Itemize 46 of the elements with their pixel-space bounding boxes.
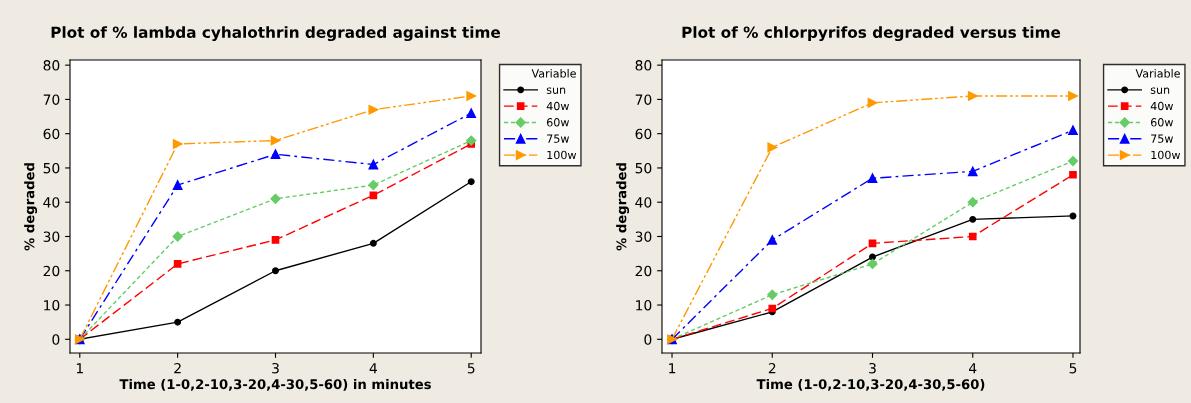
legend-label: 40w [546, 101, 569, 111]
y-tick-label: 60 [43, 128, 60, 140]
y-tick-label: 50 [43, 162, 60, 174]
y-tick-label: 80 [43, 60, 60, 71]
x-axis-title: Time (1-0,2-10,3-20,4-30,5-60) in minutes [119, 378, 431, 391]
y-tick-label: 30 [635, 231, 652, 242]
y-tick-label: 20 [43, 265, 60, 277]
y-axis-title: % degraded [24, 163, 38, 251]
x-tick-label: 1 [76, 363, 83, 374]
x-tick-label: 2 [174, 362, 181, 374]
y-tick-label: 10 [44, 299, 60, 311]
legend-label: 100w [547, 150, 577, 160]
y-tick-label: 80 [635, 60, 652, 71]
y-tick-label: 70 [43, 94, 60, 105]
x-tick-label: 2 [768, 362, 776, 374]
y-tick-label: 40 [43, 197, 60, 208]
y-axis-title: % degraded [616, 163, 630, 251]
legend-label: 40w [1150, 101, 1173, 111]
legend-label: 60w [1151, 118, 1173, 127]
x-axis-title: Time (1-0,2-10,3-20,4-30,5-60) [756, 378, 985, 391]
y-tick-label: 0 [644, 334, 652, 345]
x-tick-label: 4 [369, 363, 377, 374]
x-tick-label: 5 [467, 363, 475, 374]
x-tick-label: 1 [669, 363, 676, 374]
y-tick-label: 30 [43, 231, 60, 242]
y-tick-label: 70 [635, 94, 652, 105]
y-tick-label: 40 [635, 197, 652, 208]
legend-label: 75w [1151, 134, 1173, 143]
legend-title: Variable [1135, 69, 1180, 78]
y-tick-label: 10 [636, 299, 652, 311]
legend-label: sun [546, 87, 566, 94]
y-tick-label: 60 [635, 128, 652, 140]
x-tick-label: 3 [272, 362, 279, 374]
chart-title: Plot of % lambda cyhalothrin degraded against time [51, 26, 501, 42]
legend-label: 60w [547, 118, 569, 127]
legend-label: 100w [1151, 150, 1181, 160]
y-tick-label: 0 [52, 334, 60, 345]
legend-title: Variable [531, 69, 576, 78]
y-tick-label: 20 [635, 265, 652, 277]
legend-label: 75w [547, 134, 569, 143]
legend-label: sun [1150, 87, 1170, 94]
x-tick-label: 4 [969, 363, 977, 374]
x-tick-label: 3 [869, 362, 876, 374]
chart-title: Plot of % chlorpyrifos degraded versus time [682, 26, 1061, 42]
x-tick-label: 5 [1069, 363, 1077, 374]
y-tick-label: 50 [635, 162, 652, 174]
